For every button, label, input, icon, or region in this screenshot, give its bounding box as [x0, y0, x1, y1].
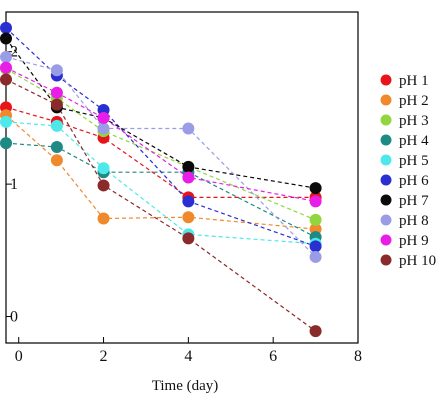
data-point-ph-10	[309, 325, 322, 338]
x-tick-label: 2	[100, 348, 108, 365]
x-tick-label: 0	[15, 348, 23, 365]
data-point-ph-5	[97, 162, 110, 175]
data-point-ph-8	[97, 122, 110, 135]
legend-label-ph-4: pH 4	[399, 133, 429, 149]
legend-marker-ph-3	[380, 114, 392, 126]
legend-label-ph-2: pH 2	[399, 93, 429, 109]
legend-label-ph-1: pH 1	[399, 73, 429, 89]
x-axis-title: Time (day)	[152, 378, 219, 394]
data-point-ph-6	[0, 21, 12, 34]
legend-marker-ph-8	[380, 214, 392, 226]
legend-label-ph-5: pH 5	[399, 153, 429, 169]
x-axis-ticks: 0 2 4 6 8	[15, 337, 362, 365]
y-tick-label: 2	[10, 44, 18, 61]
y-axis-ticks: 0 1 2	[6, 44, 18, 326]
data-point-ph-8	[0, 51, 12, 64]
data-point-ph-7	[0, 32, 12, 45]
data-point-ph-4	[0, 137, 12, 150]
data-point-ph-9	[309, 195, 322, 208]
legend-marker-ph-2	[380, 94, 392, 106]
data-point-ph-8	[182, 122, 195, 135]
data-point-ph-10	[97, 179, 110, 192]
legend: pH 1 pH 2 pH 3 pH 4 pH 5 pH 6 pH 7 pH 8 pH 9 pH 1…	[380, 73, 436, 269]
data-point-ph-7	[309, 182, 322, 195]
y-tick-label: 0	[10, 309, 18, 326]
data-point-ph-3	[309, 213, 322, 226]
data-point-ph-6	[182, 195, 195, 208]
legend-label-ph-9: pH 9	[399, 233, 429, 249]
data-point-ph-2	[182, 211, 195, 224]
legend-marker-ph-10	[380, 254, 392, 266]
legend-label-ph-7: pH 7	[399, 193, 429, 209]
x-tick-label: 8	[354, 348, 362, 365]
series-line-ph-1	[5, 106, 316, 198]
legend-label-ph-10: pH 10	[399, 253, 436, 269]
data-point-ph-9	[97, 111, 110, 124]
data-point-ph-10	[182, 232, 195, 245]
x-tick-label: 4	[184, 348, 192, 365]
data-point-ph-4	[50, 141, 63, 154]
data-point-ph-5	[0, 115, 12, 128]
legend-label-ph-3: pH 3	[399, 113, 429, 129]
legend-marker-ph-4	[380, 134, 392, 146]
plot-frame	[5, 11, 359, 344]
legend-marker-ph-6	[380, 174, 392, 186]
legend-label-ph-8: pH 8	[399, 213, 429, 229]
legend-marker-ph-7	[380, 194, 392, 206]
legend-marker-ph-5	[380, 154, 392, 166]
data-point-ph-2	[97, 212, 110, 225]
legend-marker-ph-9	[380, 234, 392, 246]
data-point-ph-8	[309, 250, 322, 263]
legend-marker-ph-1	[380, 74, 392, 86]
data-point-ph-2	[50, 154, 63, 167]
plot-area: 0 1 2 0 2 4 6 8	[0, 11, 362, 365]
data-point-ph-7	[182, 160, 195, 173]
y-tick-label: 1	[10, 176, 18, 193]
data-point-ph-9	[182, 171, 195, 184]
data-point-ph-8	[50, 64, 63, 77]
data-point-ph-10	[0, 73, 12, 86]
series-points	[0, 21, 322, 338]
data-point-ph-5	[50, 119, 63, 132]
legend-label-ph-6: pH 6	[399, 173, 429, 189]
data-point-ph-6	[309, 240, 322, 253]
data-point-ph-9	[50, 86, 63, 99]
data-point-ph-9	[0, 61, 12, 74]
series-line-ph-9	[5, 67, 316, 202]
x-tick-label: 6	[269, 348, 277, 365]
data-point-ph-10	[50, 98, 63, 111]
